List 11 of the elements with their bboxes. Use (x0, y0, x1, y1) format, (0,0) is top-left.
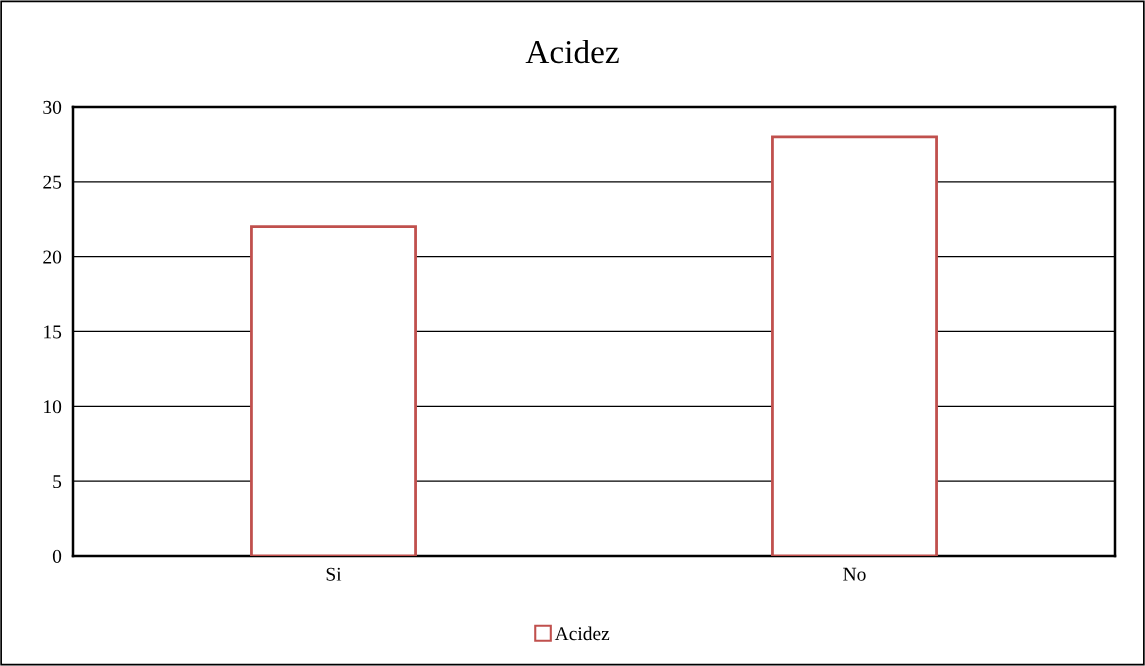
chart-title: Acidez (525, 39, 619, 64)
legend-label: Acidez (554, 626, 610, 641)
y-tick-label: 30 (43, 100, 62, 114)
x-tick-label: Si (326, 567, 342, 581)
y-tick-label: 20 (43, 250, 62, 264)
x-tick-label: No (843, 567, 866, 581)
y-tick-label: 10 (44, 400, 62, 414)
y-tick-label: 15 (44, 325, 62, 339)
y-tick-label: 25 (43, 175, 62, 189)
y-tick-label: 0 (52, 549, 62, 563)
y-tick-label: 5 (53, 475, 62, 489)
